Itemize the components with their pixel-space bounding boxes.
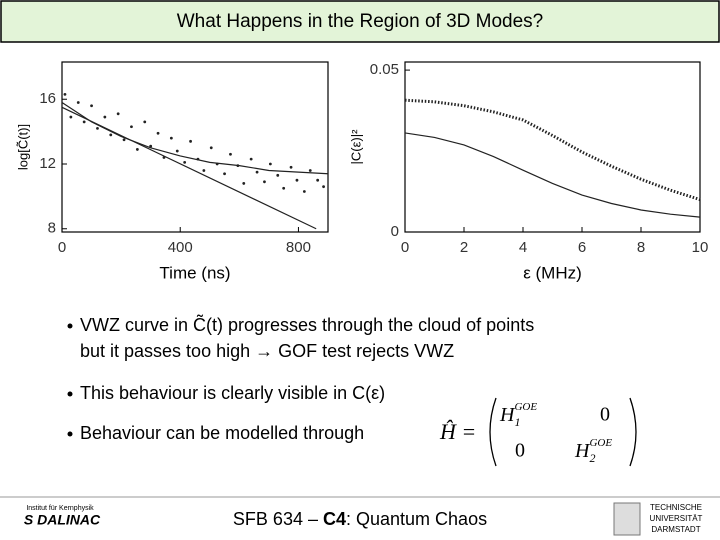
bullet-list: VWZ curve in C̃(t) progresses through th… [67,314,534,443]
scatter-point [63,92,67,96]
x-tick-label: 2 [460,239,468,256]
scatter-point [130,125,133,129]
scatter-point [103,115,107,119]
scatter-point [229,152,232,156]
scatter-point [156,131,160,135]
scatter-point [135,148,139,151]
scatter-point [96,126,99,130]
series-line [404,132,701,218]
plot-frame [404,61,701,233]
scatter-point [322,185,325,189]
scatter-point [209,146,213,150]
scatter-point [282,186,286,190]
scatter-point [189,139,192,143]
series-line [404,98,701,202]
bullet-text: This behaviour is clearly visible in C(ε… [80,383,385,403]
y-axis-label: log[C̃(t)] [15,124,30,170]
x-tick-label: 4 [519,239,527,256]
bullet-dot [67,323,73,329]
scatter-point [202,169,206,172]
scatter-point [289,165,293,169]
scatter-point [223,172,226,176]
scatter-point [242,182,246,185]
scatter-point [276,173,280,177]
formula: Ĥ = H1GOE 0 0 H2GOE [439,397,637,467]
scatter-point [90,104,93,108]
slide-title: What Happens in the Region of 3D Modes? [177,11,544,32]
formula-lhs: Ĥ = [439,419,476,444]
scatter-point [263,180,266,184]
scatter-point [169,136,173,140]
logo: DARMSTADT [651,525,700,534]
scatter-point [143,120,147,124]
scatter-point [183,160,187,164]
y-axis-label: |C(ε)|² [348,129,363,165]
y-tick-label: 0.05 [370,61,399,78]
scatter-point [308,169,312,172]
title-bar [0,0,720,43]
bullet-dot [67,391,73,397]
matrix-entry: H1GOE [499,401,537,429]
university-emblem [613,502,641,536]
x-tick-label: 6 [578,239,586,256]
bullet-dot [67,431,73,437]
plot-frame [61,61,329,233]
scatter-point [149,144,153,148]
x-axis-label: ε (MHz) [523,263,582,282]
scatter-point [69,115,73,119]
bullet-text: VWZ curve in C̃(t) progresses through th… [80,314,534,335]
scatter-point [302,190,306,193]
scatter-point [255,170,259,174]
x-tick-label: 800 [286,239,311,256]
x-axis-label: Time (ns) [159,263,230,282]
y-tick-label: 8 [48,220,56,237]
logo: S DALINAC [24,512,101,528]
footer-text: SFB 634 – C4: Quantum Chaos [233,509,487,529]
y-tick-label: 16 [39,90,56,107]
scatter-point [316,178,320,182]
logo: UNIVERSITÄT [650,514,703,523]
bracket [489,397,497,467]
y-tick-label: 12 [39,155,56,172]
matrix-entry: 0 [600,404,610,426]
matrix-entry: H2GOE [574,437,612,465]
logo-subtext: Institut für Kernphysik [26,505,94,512]
matrix-entry: 0 [515,440,525,462]
scatter-point [109,133,113,137]
scatter-point [76,101,80,104]
series-line [61,101,329,175]
logo: TECHNISCHE [650,503,702,512]
bracket [629,397,637,467]
y-tick-label: 0 [391,223,399,240]
scatter-point [249,157,253,161]
scatter-point [295,178,299,182]
x-tick-label: 8 [637,239,645,256]
x-tick-label: 10 [692,239,709,256]
scatter-point [175,149,179,153]
scatter-point [82,120,86,124]
series-line [61,106,317,230]
x-tick-label: 400 [168,239,193,256]
x-tick-label: 0 [401,239,409,256]
bullet-text: but it passes too high → GOF test reject… [80,341,454,361]
bullet-text: Behaviour can be modelled through [80,423,364,443]
scatter-point [122,138,126,142]
scatter-point [116,112,120,116]
scatter-point [268,162,272,166]
x-tick-label: 0 [58,239,66,256]
